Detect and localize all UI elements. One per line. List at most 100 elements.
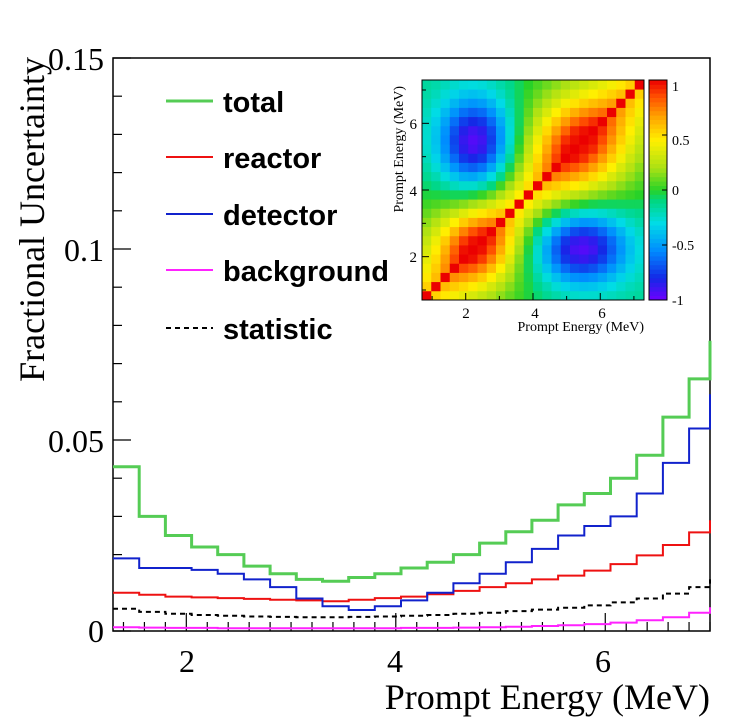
- heatmap-cell: [551, 199, 562, 209]
- heatmap-cell: [551, 190, 562, 200]
- heatmap-cell: [477, 254, 488, 264]
- colorbar-segment: [649, 128, 667, 134]
- heatmap-cell: [597, 199, 608, 209]
- heatmap-cell: [551, 98, 562, 108]
- heatmap-cell: [607, 107, 617, 118]
- heatmap-cell: [477, 180, 488, 191]
- heatmap-cell: [496, 254, 506, 264]
- heatmap-cell: [496, 135, 506, 145]
- heatmap-cell: [459, 199, 469, 209]
- heatmap-cell: [560, 245, 571, 255]
- heatmap-cell: [625, 199, 636, 209]
- heatmap-cell: [514, 162, 525, 173]
- heatmap-cell: [588, 180, 599, 191]
- heatmap-cell: [597, 153, 608, 163]
- heatmap-cell: [607, 254, 617, 264]
- heatmap-cell: [514, 190, 525, 200]
- heatmap-cell: [477, 116, 488, 127]
- heatmap-cell: [449, 235, 460, 246]
- heatmap-cell: [533, 217, 543, 228]
- heatmap-cell: [560, 89, 571, 99]
- colorbar-segment: [649, 273, 667, 279]
- heatmap-cell: [551, 162, 562, 173]
- colorbar-segment: [649, 225, 667, 230]
- heatmap-cell: [496, 245, 506, 255]
- heatmap-cell: [551, 226, 562, 237]
- heatmap-cell: [570, 190, 580, 200]
- colorbar-segment: [649, 150, 667, 156]
- heatmap-cell: [570, 80, 580, 90]
- heatmap-cell: [542, 98, 552, 108]
- heatmap-cell: [560, 98, 571, 108]
- heatmap-cell: [422, 153, 432, 163]
- heatmap-cell: [477, 171, 488, 182]
- heatmap-cell: [533, 263, 543, 273]
- heatmap-cell: [477, 263, 488, 273]
- heatmap-cell: [505, 226, 515, 237]
- heatmap-cell: [505, 80, 515, 90]
- heatmap-cell: [570, 171, 580, 182]
- heatmap-cell: [588, 290, 599, 301]
- heatmap-cell: [449, 254, 460, 264]
- heatmap-cell: [422, 263, 432, 273]
- x-tick-label: 2: [179, 643, 195, 679]
- heatmap-cell: [523, 98, 534, 108]
- heatmap-cell: [588, 125, 599, 136]
- heatmap-cell: [607, 208, 617, 218]
- heatmap-cell: [523, 217, 534, 228]
- heatmap-cell: [533, 235, 543, 246]
- heatmap-cell: [486, 180, 497, 191]
- heatmap-cell: [523, 199, 534, 209]
- heatmap-cell: [468, 107, 478, 118]
- heatmap-cell: [514, 263, 525, 273]
- heatmap-cell: [449, 245, 460, 255]
- heatmap-cell: [560, 171, 571, 182]
- heatmap-cell: [505, 245, 515, 255]
- heatmap-cell: [551, 180, 562, 191]
- heatmap-cell: [422, 245, 432, 255]
- heatmap-cell: [477, 107, 488, 118]
- colorbar-segment: [649, 172, 667, 178]
- heatmap-cell: [579, 272, 589, 283]
- heatmap-cell: [440, 199, 451, 209]
- heatmap-cell: [449, 153, 460, 163]
- heatmap-cell: [496, 144, 506, 154]
- heatmap-cell: [607, 89, 617, 99]
- heatmap-cell: [468, 144, 478, 154]
- heatmap-cell: [625, 190, 636, 200]
- heatmap-cell: [579, 235, 589, 246]
- heatmap-cell: [560, 281, 571, 292]
- heatmap-cell: [634, 199, 645, 209]
- heatmap-cell: [496, 208, 506, 218]
- heatmap-cell: [422, 98, 432, 108]
- heatmap-cell: [588, 135, 599, 145]
- heatmap-cell: [459, 98, 469, 108]
- heatmap-cell: [496, 263, 506, 273]
- heatmap-cell: [505, 263, 515, 273]
- legend-label-background: background: [223, 256, 389, 288]
- heatmap-cell: [607, 180, 617, 191]
- heatmap-cell: [588, 80, 599, 90]
- heatmap-cell: [551, 290, 562, 301]
- heatmap-cell: [560, 290, 571, 301]
- heatmap-cell: [422, 135, 432, 145]
- heatmap-cell: [542, 180, 552, 191]
- heatmap-cell: [459, 80, 469, 90]
- heatmap-cell: [505, 153, 515, 163]
- heatmap-cell: [477, 245, 488, 255]
- heatmap-cell: [616, 245, 626, 255]
- heatmap-cell: [422, 290, 432, 301]
- heatmap-cell: [449, 281, 460, 292]
- heatmap-cell: [542, 281, 552, 292]
- heatmap-cell: [634, 226, 645, 237]
- heatmap-cell: [588, 226, 599, 237]
- heatmap-cell: [431, 254, 441, 264]
- heatmap-cell: [597, 208, 608, 218]
- heatmap-cell: [616, 199, 626, 209]
- colorbar-segment: [649, 141, 667, 147]
- y-tick-label: 0.1: [64, 232, 104, 268]
- heatmap-cell: [440, 217, 451, 228]
- heatmap-cell: [625, 116, 636, 127]
- heatmap-cell: [422, 254, 432, 264]
- heatmap-cell: [570, 272, 580, 283]
